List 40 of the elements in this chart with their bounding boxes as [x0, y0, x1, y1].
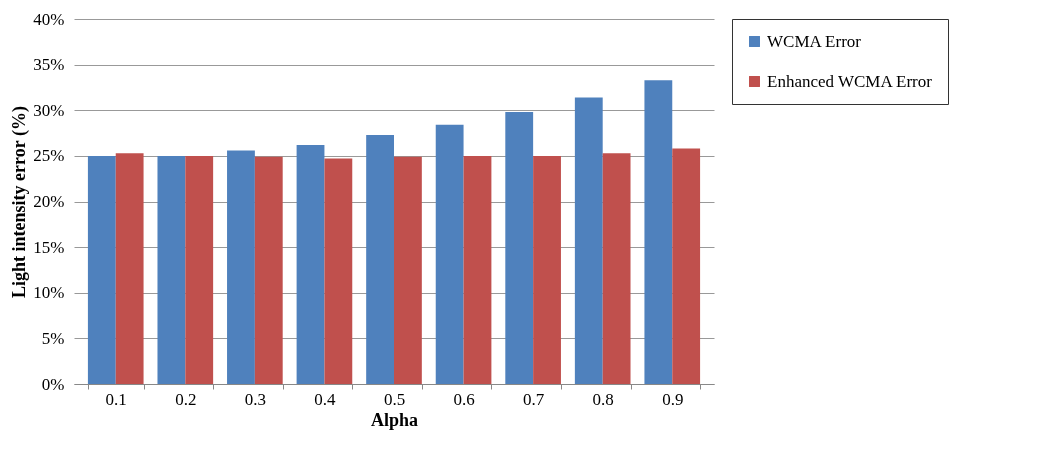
bar	[672, 148, 701, 384]
bar	[463, 155, 492, 384]
y-tick-label: 35%	[33, 55, 65, 75]
x-tick-label: 0.3	[244, 389, 266, 409]
x-axis-title: Alpha	[370, 409, 419, 430]
bar	[366, 134, 394, 384]
y-tick-label: 20%	[33, 192, 65, 211]
bar	[157, 155, 186, 384]
bar	[87, 155, 116, 384]
bar	[644, 80, 673, 384]
x-tick-label: 0.6	[453, 389, 475, 409]
bar	[324, 158, 353, 384]
bar	[185, 155, 214, 384]
bar	[254, 156, 283, 384]
bar	[602, 153, 631, 384]
bar	[574, 97, 603, 384]
x-tick-label: 0.5	[383, 389, 406, 409]
y-tick-label: 15%	[33, 237, 65, 257]
y-tick-label: 40%	[33, 9, 65, 29]
bar	[533, 155, 561, 384]
y-tick-label: 5%	[41, 328, 65, 348]
x-tick-label: 0.7	[523, 389, 545, 409]
y-tick-label: 30%	[33, 100, 65, 120]
y-axis-title: Light intensity error (%)	[9, 106, 31, 298]
x-tick-label: 0.1	[105, 389, 127, 409]
bar	[505, 112, 534, 384]
x-tick-label: 0.4	[314, 389, 337, 409]
bar	[115, 153, 144, 384]
x-tick-label: 0.9	[662, 389, 684, 409]
legend-label: Enhanced WCMA Error	[767, 71, 933, 91]
bar	[227, 150, 255, 384]
y-tick-label: 0%	[41, 374, 65, 394]
y-tick-label: 10%	[33, 283, 65, 303]
bar	[394, 156, 422, 384]
legend-label: WCMA Error	[767, 31, 862, 51]
y-tick-label: 25%	[33, 146, 65, 166]
x-tick-label: 0.8	[592, 389, 614, 409]
bar	[296, 144, 325, 384]
x-tick-label: 0.2	[175, 389, 197, 409]
bar	[435, 124, 464, 384]
